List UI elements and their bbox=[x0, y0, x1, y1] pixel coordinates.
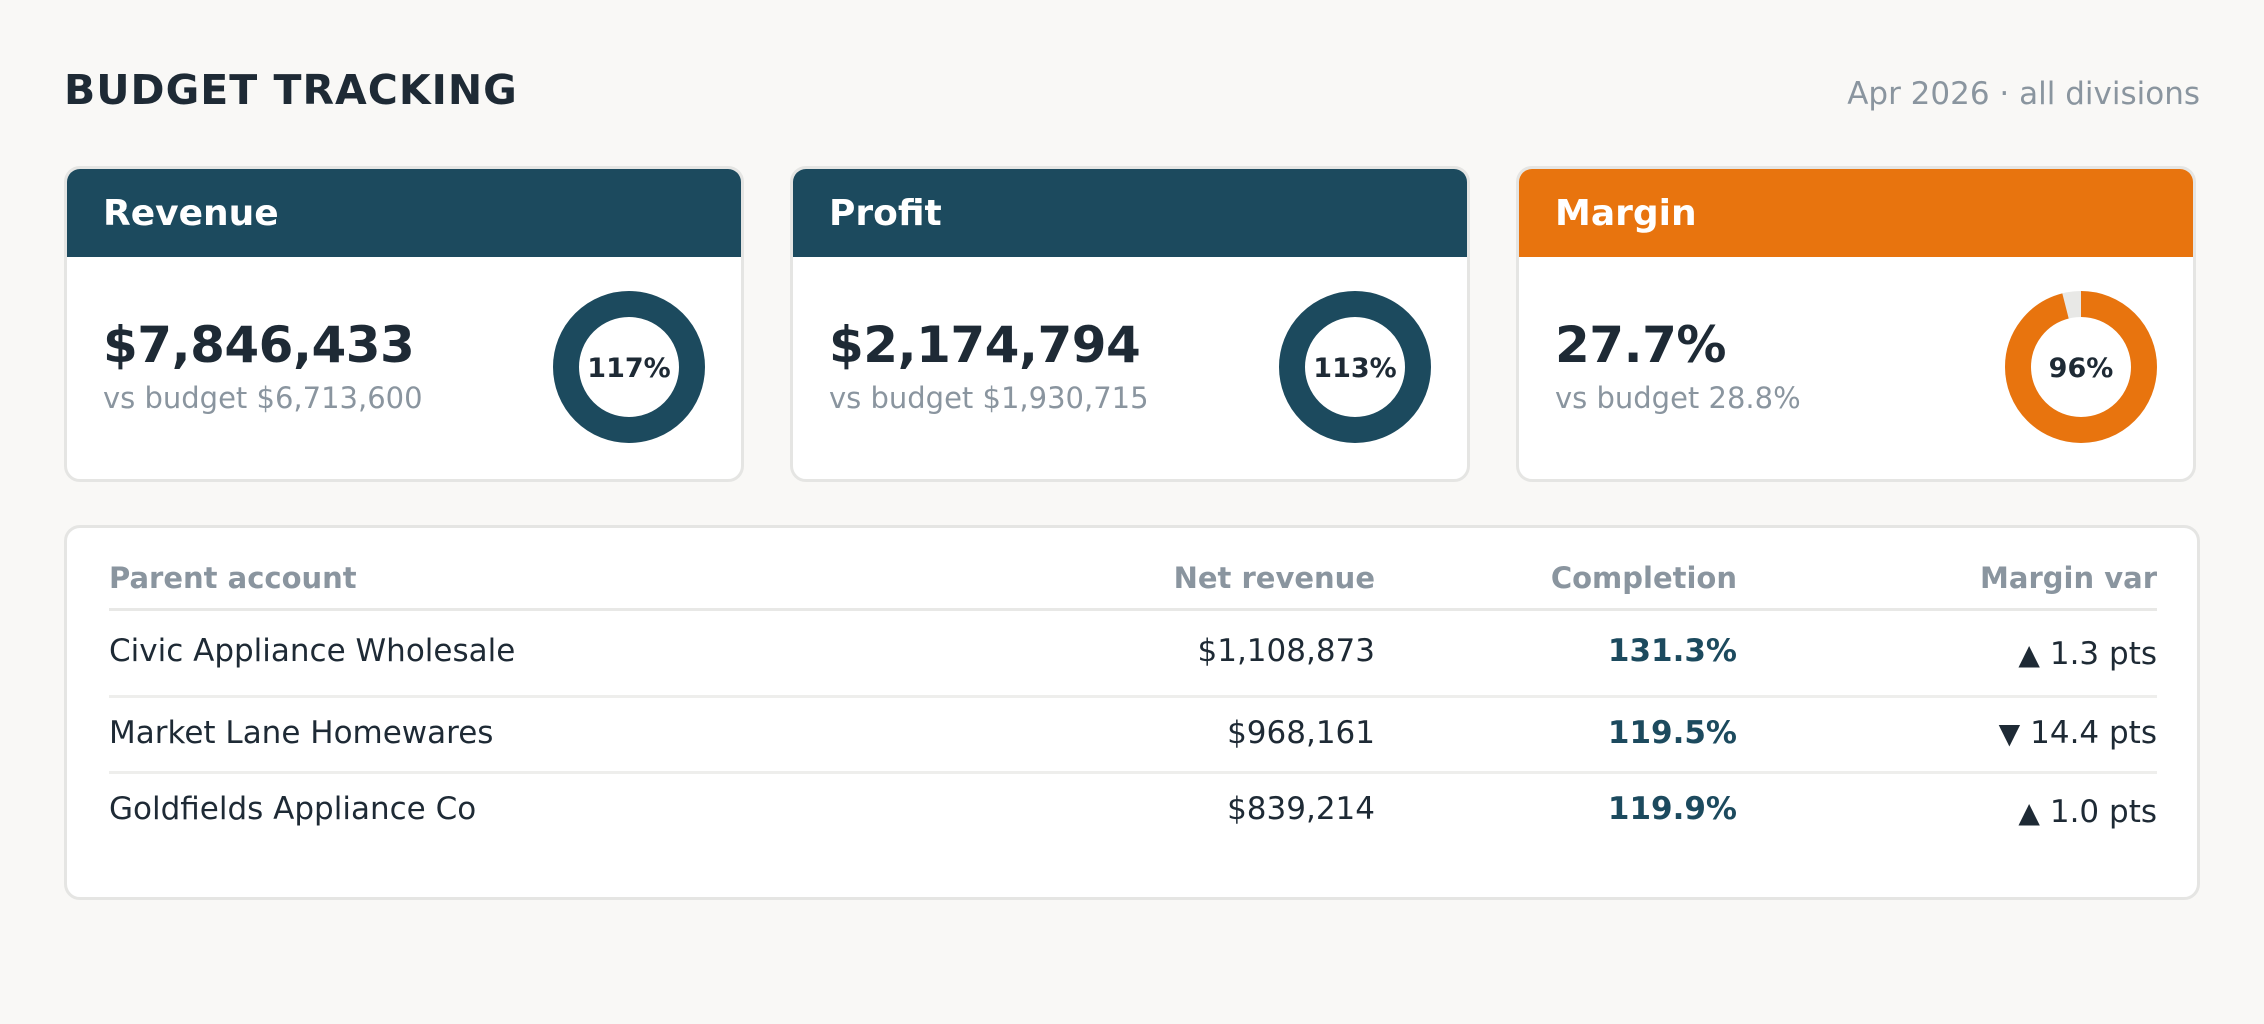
triangle-up-icon: ▲ bbox=[2018, 796, 2040, 829]
column-header-parent-account[interactable]: Parent account bbox=[109, 561, 357, 595]
progress-donut: 117% bbox=[553, 291, 705, 443]
donut-percent-label: 96% bbox=[2049, 353, 2114, 384]
page-header: BUDGET TRACKING Apr 2026 · all divisions bbox=[64, 66, 2200, 126]
donut-progress-arc bbox=[2005, 291, 2157, 443]
kpi-value: 27.7% bbox=[1555, 316, 1726, 374]
account-name: Market Lane Homewares bbox=[109, 715, 494, 751]
donut-progress-arc bbox=[553, 291, 705, 443]
table-row[interactable]: Goldfields Appliance Co $839,214 119.9% … bbox=[109, 774, 2157, 850]
kpi-card-header: Margin bbox=[1519, 169, 2193, 257]
margin-var-text: 14.4 pts bbox=[2030, 715, 2157, 751]
kpi-value: $7,846,433 bbox=[103, 316, 415, 374]
kpi-card-title: Revenue bbox=[103, 192, 279, 234]
parent-accounts-table: Parent account Net revenue Completion Ma… bbox=[64, 525, 2200, 900]
net-revenue-value: $1,108,873 bbox=[1197, 633, 1376, 669]
table-row[interactable]: Civic Appliance Wholesale $1,108,873 131… bbox=[109, 614, 2157, 698]
donut-percent-label: 113% bbox=[1313, 353, 1396, 384]
completion-value: 119.9% bbox=[1607, 791, 1737, 827]
kpi-value: $2,174,794 bbox=[829, 316, 1141, 374]
account-name: Civic Appliance Wholesale bbox=[109, 633, 516, 669]
kpi-card-revenue[interactable]: Revenue $7,846,433 vs budget $6,713,600 … bbox=[64, 166, 744, 482]
margin-var-text: 1.3 pts bbox=[2049, 636, 2157, 672]
kpi-budget-comparison: vs budget $1,930,715 bbox=[829, 381, 1149, 415]
completion-value: 131.3% bbox=[1607, 633, 1737, 669]
page-title: BUDGET TRACKING bbox=[64, 66, 518, 114]
period-filter-label: Apr 2026 · all divisions bbox=[1847, 76, 2200, 112]
net-revenue-value: $839,214 bbox=[1227, 791, 1375, 827]
triangle-down-icon: ▼ bbox=[1998, 717, 2021, 750]
donut-percent-label: 117% bbox=[587, 353, 670, 384]
table-row[interactable]: Market Lane Homewares $968,161 119.5% ▼ 1… bbox=[109, 698, 2157, 774]
column-header-net-revenue[interactable]: Net revenue bbox=[1173, 561, 1375, 595]
kpi-card-header: Profit bbox=[793, 169, 1467, 257]
column-header-completion[interactable]: Completion bbox=[1550, 561, 1737, 595]
kpi-card-title: Profit bbox=[829, 192, 942, 234]
kpi-card-margin[interactable]: Margin 27.7% vs budget 28.8% 96% bbox=[1516, 166, 2196, 482]
kpi-budget-comparison: vs budget $6,713,600 bbox=[103, 381, 423, 415]
completion-value: 119.5% bbox=[1607, 715, 1737, 751]
net-revenue-value: $968,161 bbox=[1227, 715, 1375, 751]
triangle-up-icon: ▲ bbox=[2018, 638, 2040, 671]
kpi-budget-comparison: vs budget 28.8% bbox=[1555, 381, 1801, 415]
kpi-card-title: Margin bbox=[1555, 192, 1697, 234]
column-header-margin-var[interactable]: Margin var bbox=[1980, 561, 2157, 595]
progress-donut: 96% bbox=[2005, 291, 2157, 443]
kpi-card-header: Revenue bbox=[67, 169, 741, 257]
margin-var-text: 1.0 pts bbox=[2049, 794, 2157, 830]
progress-donut: 113% bbox=[1279, 291, 1431, 443]
margin-var-value: ▲ 1.0 pts bbox=[2018, 794, 2157, 830]
kpi-card-profit[interactable]: Profit $2,174,794 vs budget $1,930,715 1… bbox=[790, 166, 1470, 482]
donut-progress-arc bbox=[1279, 291, 1431, 443]
account-name: Goldfields Appliance Co bbox=[109, 791, 477, 827]
margin-var-value: ▲ 1.3 pts bbox=[2018, 636, 2157, 672]
margin-var-value: ▼ 14.4 pts bbox=[1999, 715, 2157, 751]
table-header-row: Parent account Net revenue Completion Ma… bbox=[109, 561, 2157, 611]
